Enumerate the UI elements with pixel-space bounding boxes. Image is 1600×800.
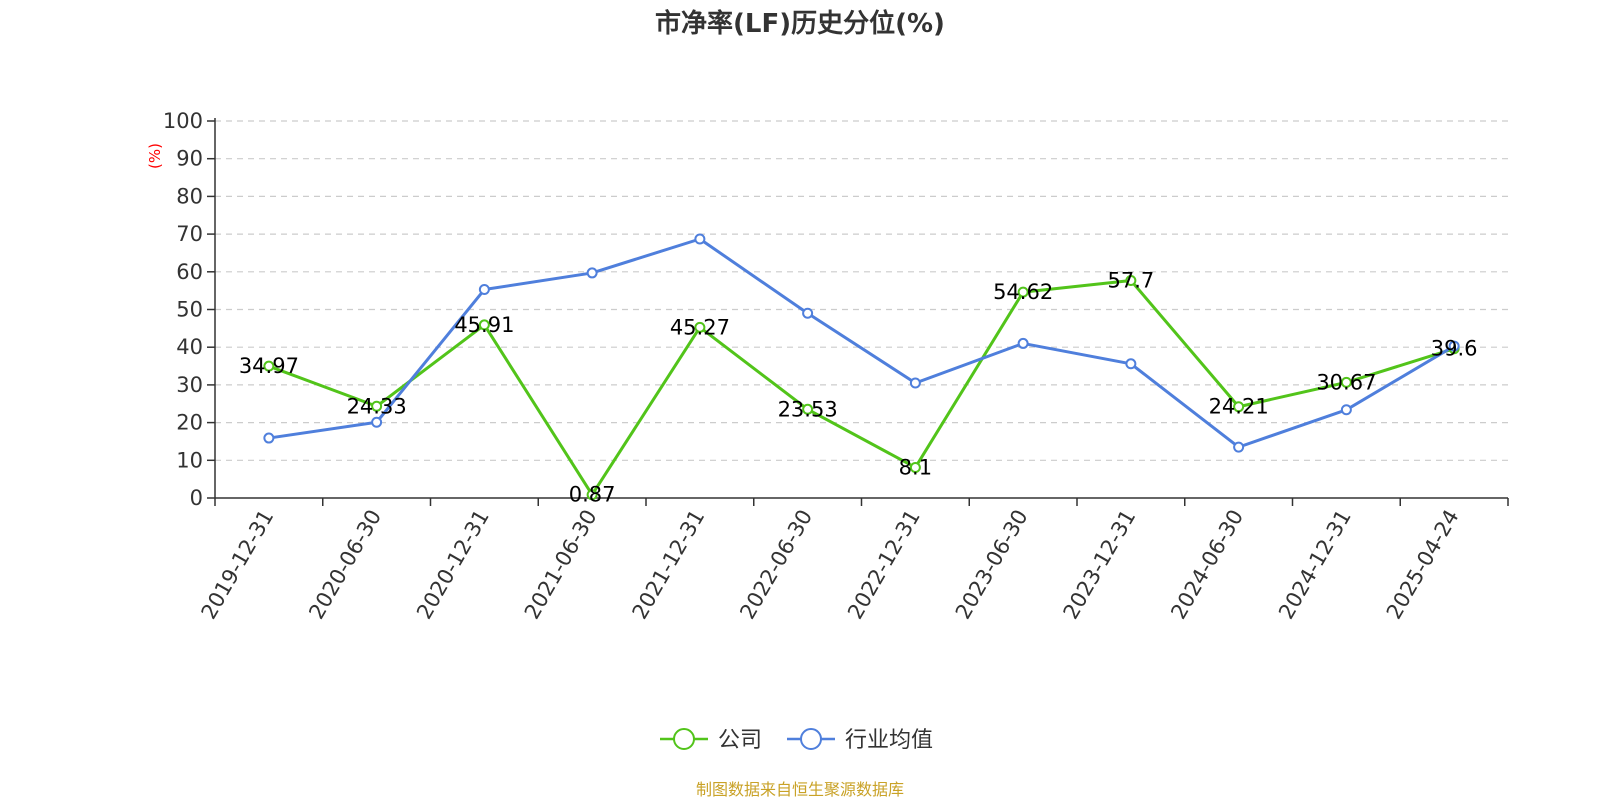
data-label: 8.1 <box>899 455 932 479</box>
series-point-1[interactable] <box>1234 443 1243 452</box>
x-tick-label: 2020-06-30 <box>304 506 386 624</box>
y-tick-label: 100 <box>163 109 203 133</box>
x-tick-label: 2019-12-31 <box>197 506 279 624</box>
y-tick-label: 60 <box>176 260 203 284</box>
y-tick-label: 90 <box>176 147 203 171</box>
y-tick-label: 40 <box>176 335 203 359</box>
legend[interactable]: 公司 行业均值 <box>660 728 933 753</box>
x-tick-label: 2023-06-30 <box>951 506 1033 624</box>
y-tick-label: 50 <box>176 298 203 322</box>
source-note: 制图数据来自恒生聚源数据库 <box>696 780 904 799</box>
data-label: 45.91 <box>454 313 514 337</box>
data-label: 57.7 <box>1107 268 1154 292</box>
chart-title: 市净率(LF)历史分位(%) <box>655 8 945 39</box>
legend-circle-icon <box>674 729 694 749</box>
y-tick-label: 80 <box>176 184 203 208</box>
y-tick-label: 20 <box>176 411 203 435</box>
series-layer <box>264 235 1458 500</box>
data-label: 30.67 <box>1316 370 1376 394</box>
data-label: 24.33 <box>347 394 407 418</box>
x-tick-label: 2022-06-30 <box>735 506 817 624</box>
y-tick-label: 70 <box>176 222 203 246</box>
x-tick-label: 2021-06-30 <box>520 506 602 624</box>
series-point-1[interactable] <box>1019 339 1028 348</box>
series-point-1[interactable] <box>588 268 597 277</box>
data-label: 0.87 <box>569 483 616 507</box>
y-tick-label: 0 <box>190 486 203 510</box>
x-tick-label: 2021-12-31 <box>628 506 710 624</box>
data-label: 54.62 <box>993 280 1053 304</box>
x-tick-label: 2020-12-31 <box>412 506 494 624</box>
series-point-1[interactable] <box>803 309 812 318</box>
legend-item-0[interactable]: 公司 <box>660 728 762 753</box>
axes: 0 10 20 30 40 50 60 70 80 90 100 2019-12-31 2020-06-… <box>163 109 1508 623</box>
series-point-1[interactable] <box>372 418 381 427</box>
legend-label: 公司 <box>718 728 762 753</box>
data-label: 24.21 <box>1209 395 1269 419</box>
data-label: 45.27 <box>670 315 730 339</box>
series-line-0 <box>269 280 1454 494</box>
y-axis-unit-label: (%) <box>146 143 164 169</box>
y-tick-label: 30 <box>176 373 203 397</box>
x-tick-label: 2024-12-31 <box>1274 506 1356 624</box>
legend-item-1[interactable]: 行业均值 <box>787 728 933 753</box>
series-point-1[interactable] <box>911 379 920 388</box>
x-tick-label: 2024-06-30 <box>1166 506 1248 624</box>
series-point-1[interactable] <box>264 434 273 443</box>
series-line-1 <box>269 239 1454 447</box>
data-label: 39.6 <box>1431 337 1478 361</box>
data-label: 23.53 <box>778 397 838 421</box>
series-point-1[interactable] <box>1126 359 1135 368</box>
series-point-1[interactable] <box>695 235 704 244</box>
x-tick-label: 2025-04-24 <box>1382 506 1464 624</box>
x-tick-label: 2023-12-31 <box>1059 506 1141 624</box>
legend-label: 行业均值 <box>845 728 933 753</box>
series-point-1[interactable] <box>1342 405 1351 414</box>
legend-circle-icon <box>801 729 821 749</box>
gridlines <box>215 121 1508 460</box>
y-tick-label: 10 <box>176 448 203 472</box>
series-point-1[interactable] <box>480 285 489 294</box>
x-tick-label: 2022-12-31 <box>843 506 925 624</box>
data-label: 34.97 <box>239 354 299 378</box>
data-labels: 34.97 24.33 45.91 0.87 45.27 23.53 8.1 54.62 57.… <box>239 268 1478 506</box>
